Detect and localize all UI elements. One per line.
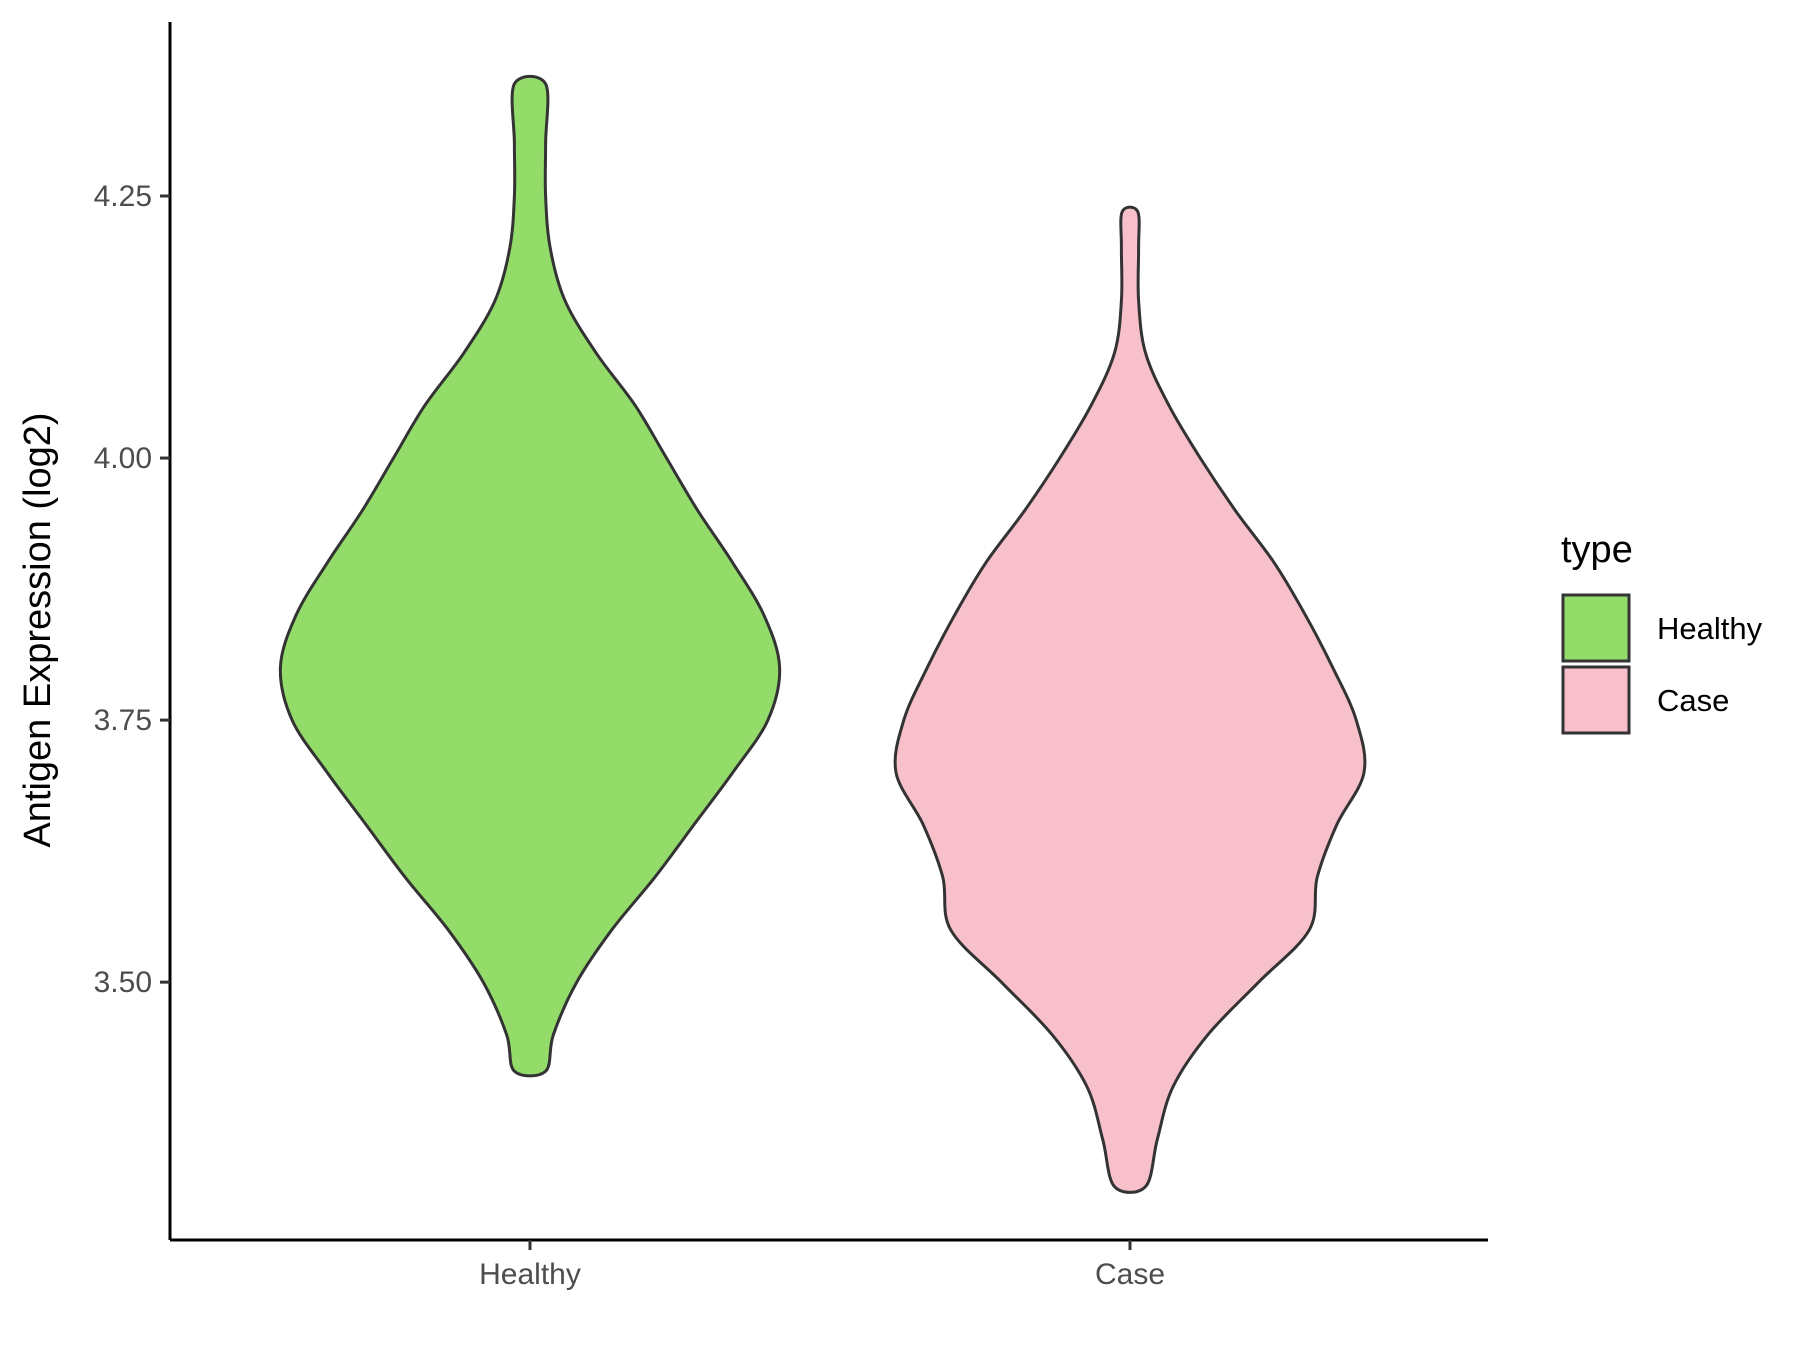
y-axis-title: Antigen Expression (log2) bbox=[17, 412, 59, 847]
y-tick-label: 4.25 bbox=[94, 180, 152, 213]
violin-layer bbox=[278, 74, 1367, 1194]
violin-healthy bbox=[278, 74, 782, 1078]
axes-layer: 3.50 3.75 4.00 4.25 Healthy Case bbox=[94, 22, 1488, 1291]
legend-label-healthy: Healthy bbox=[1657, 611, 1763, 646]
y-tick-label: 3.50 bbox=[94, 966, 152, 999]
violin-case bbox=[893, 205, 1367, 1194]
x-tick-label: Healthy bbox=[479, 1258, 581, 1291]
x-tick-label: Case bbox=[1095, 1258, 1165, 1291]
y-tick-label: 3.75 bbox=[94, 704, 152, 737]
y-tick-label: 4.00 bbox=[94, 442, 152, 475]
legend-title: type bbox=[1561, 529, 1633, 571]
legend: type Healthy Case bbox=[1561, 529, 1763, 735]
legend-key-case bbox=[1561, 665, 1631, 735]
legend-label-case: Case bbox=[1657, 683, 1729, 718]
legend-key-healthy bbox=[1561, 593, 1631, 663]
